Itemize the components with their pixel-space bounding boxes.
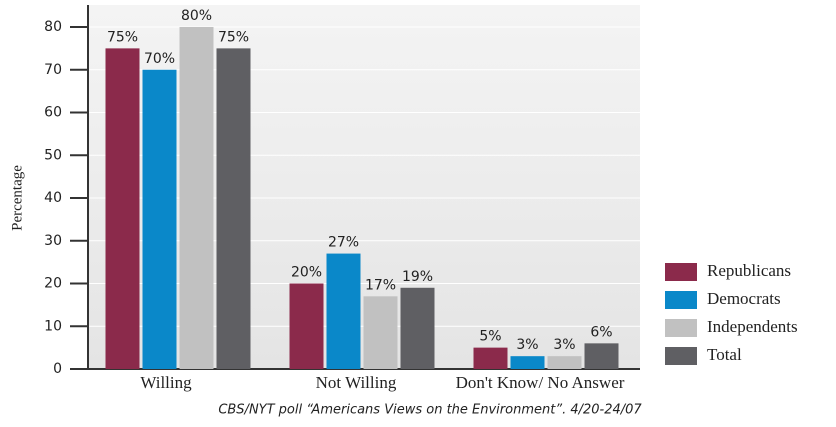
bar: [547, 356, 582, 369]
data-label: 80%: [181, 8, 212, 24]
data-label: 70%: [144, 51, 175, 67]
data-label: 6%: [590, 324, 612, 340]
data-label: 19%: [402, 269, 433, 285]
legend-swatch: [665, 263, 697, 281]
bar: [510, 356, 545, 369]
bar: [179, 27, 214, 369]
y-tick-label: 10: [44, 318, 62, 334]
legend-swatch: [665, 319, 697, 337]
data-label: 17%: [365, 277, 396, 293]
data-label: 20%: [291, 265, 322, 281]
y-tick-label: 70: [44, 62, 62, 78]
x-tick-label: Not Willing: [316, 373, 397, 392]
legend-label: Independents: [707, 317, 798, 336]
bar: [326, 253, 361, 369]
y-tick-label: 60: [44, 105, 62, 121]
y-tick-label: 30: [44, 233, 62, 249]
data-label: 75%: [107, 29, 138, 45]
bar: [584, 343, 619, 369]
legend-swatch: [665, 291, 697, 309]
bar: [289, 283, 324, 369]
y-tick-label: 0: [53, 361, 62, 377]
legend-swatch: [665, 347, 697, 365]
bar: [363, 296, 398, 369]
legend-label: Democrats: [707, 289, 781, 308]
y-axis-label: Percentage: [9, 165, 25, 231]
legend-label: Republicans: [707, 261, 791, 280]
source: CBS/NYT poll “Americans Views on the Env…: [218, 403, 642, 418]
x-tick-label: Don't Know/ No Answer: [456, 373, 625, 392]
data-label: 5%: [479, 329, 501, 345]
y-tick-label: 40: [44, 190, 62, 206]
data-label: 3%: [553, 337, 575, 353]
bar: [400, 287, 435, 369]
x-tick-label: Willing: [140, 373, 192, 392]
bar: [142, 69, 177, 369]
legend-label: Total: [707, 345, 742, 364]
data-label: 27%: [328, 235, 359, 251]
bar: [473, 347, 508, 369]
bar: [105, 48, 140, 369]
bar: [216, 48, 251, 369]
y-tick-label: 80: [44, 19, 62, 35]
y-tick-label: 50: [44, 147, 62, 163]
data-label: 75%: [218, 29, 249, 45]
data-label: 3%: [516, 337, 538, 353]
y-tick-label: 20: [44, 276, 62, 292]
